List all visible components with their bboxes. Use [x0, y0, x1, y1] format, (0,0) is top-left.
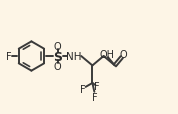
Text: O: O	[54, 61, 62, 71]
Text: S: S	[53, 50, 62, 63]
Text: O: O	[54, 42, 62, 52]
Text: O: O	[120, 50, 127, 60]
Text: F: F	[91, 92, 97, 102]
Text: F: F	[80, 84, 85, 94]
Text: NH: NH	[66, 52, 81, 61]
Text: OH: OH	[100, 49, 114, 59]
Text: F: F	[6, 52, 11, 61]
Text: F: F	[95, 81, 100, 91]
